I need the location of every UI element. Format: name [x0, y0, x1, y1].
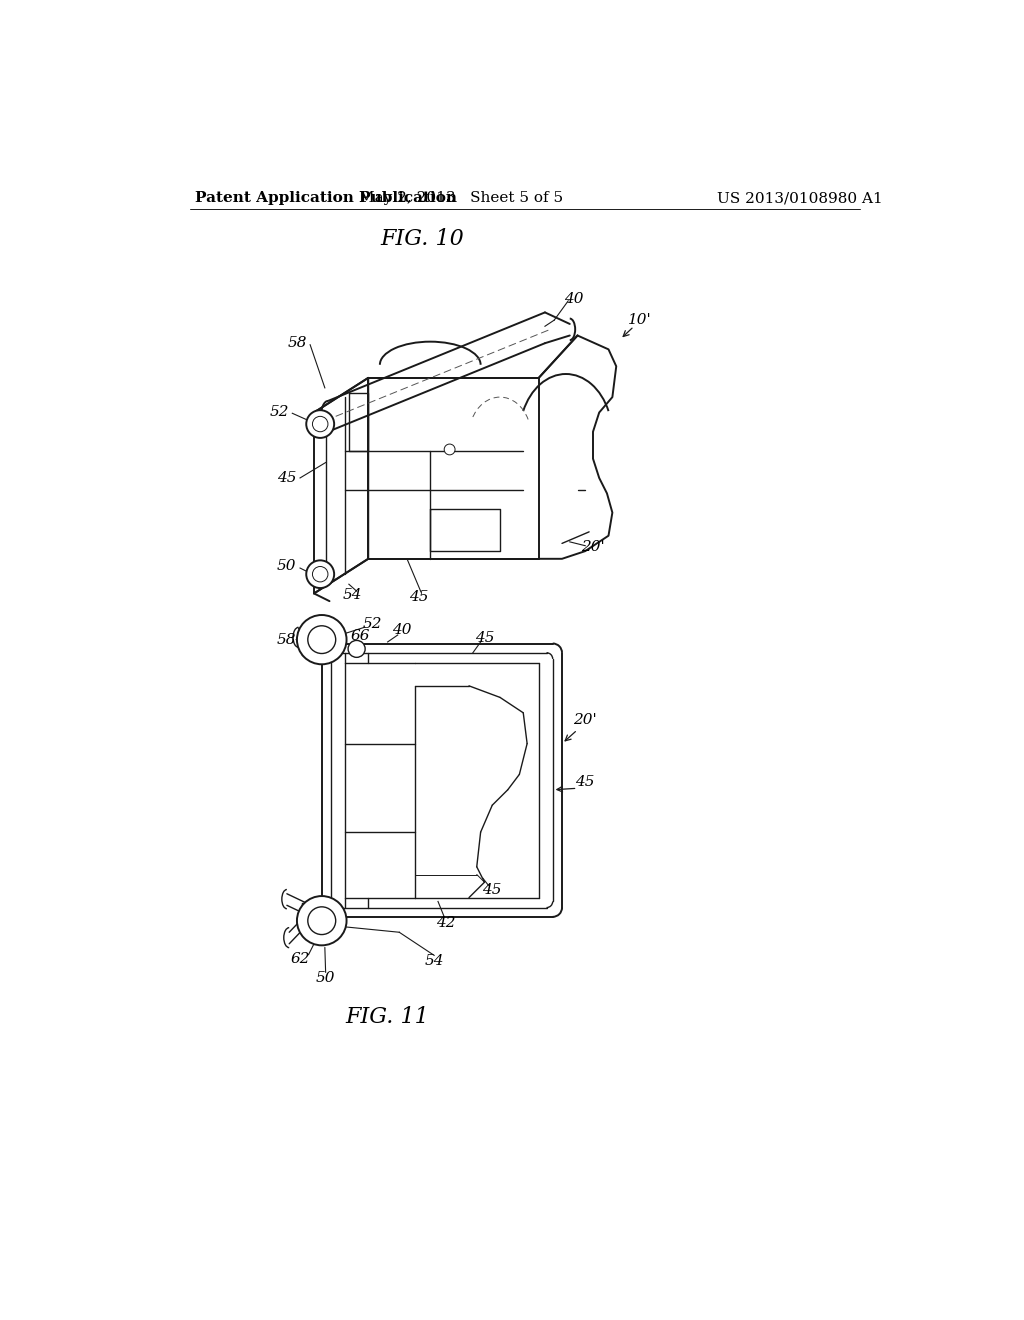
Text: US 2013/0108980 A1: US 2013/0108980 A1 — [717, 191, 883, 206]
Text: 52: 52 — [362, 618, 382, 631]
Text: FIG. 11: FIG. 11 — [346, 1006, 429, 1028]
Text: 40: 40 — [392, 623, 412, 638]
Text: 62: 62 — [290, 952, 310, 966]
Circle shape — [444, 444, 455, 455]
Text: 50: 50 — [315, 972, 336, 986]
Text: 58: 58 — [276, 632, 296, 647]
Text: 50: 50 — [278, 560, 297, 573]
Text: 42: 42 — [436, 916, 456, 931]
Text: FIG. 10: FIG. 10 — [381, 228, 464, 251]
Text: 40: 40 — [564, 292, 584, 305]
Text: May 2, 2013   Sheet 5 of 5: May 2, 2013 Sheet 5 of 5 — [359, 191, 563, 206]
Circle shape — [297, 896, 346, 945]
Text: 58: 58 — [287, 337, 307, 350]
Circle shape — [348, 640, 366, 657]
Text: 10': 10' — [628, 313, 651, 327]
Text: Patent Application Publication: Patent Application Publication — [196, 191, 458, 206]
Text: 66: 66 — [351, 628, 371, 643]
Circle shape — [312, 566, 328, 582]
Circle shape — [308, 626, 336, 653]
Text: 54: 54 — [424, 954, 443, 968]
Circle shape — [306, 560, 334, 589]
Circle shape — [297, 615, 346, 664]
Text: 45: 45 — [575, 775, 595, 789]
Text: 20': 20' — [573, 714, 597, 727]
Text: 45: 45 — [409, 590, 428, 605]
Text: 45: 45 — [482, 883, 502, 896]
Text: 20': 20' — [582, 540, 605, 554]
Circle shape — [308, 907, 336, 935]
Circle shape — [306, 411, 334, 438]
Text: 45: 45 — [278, 471, 297, 484]
Text: 54: 54 — [343, 587, 362, 602]
Text: 52: 52 — [269, 405, 289, 420]
Circle shape — [312, 416, 328, 432]
Text: 45: 45 — [475, 631, 495, 645]
